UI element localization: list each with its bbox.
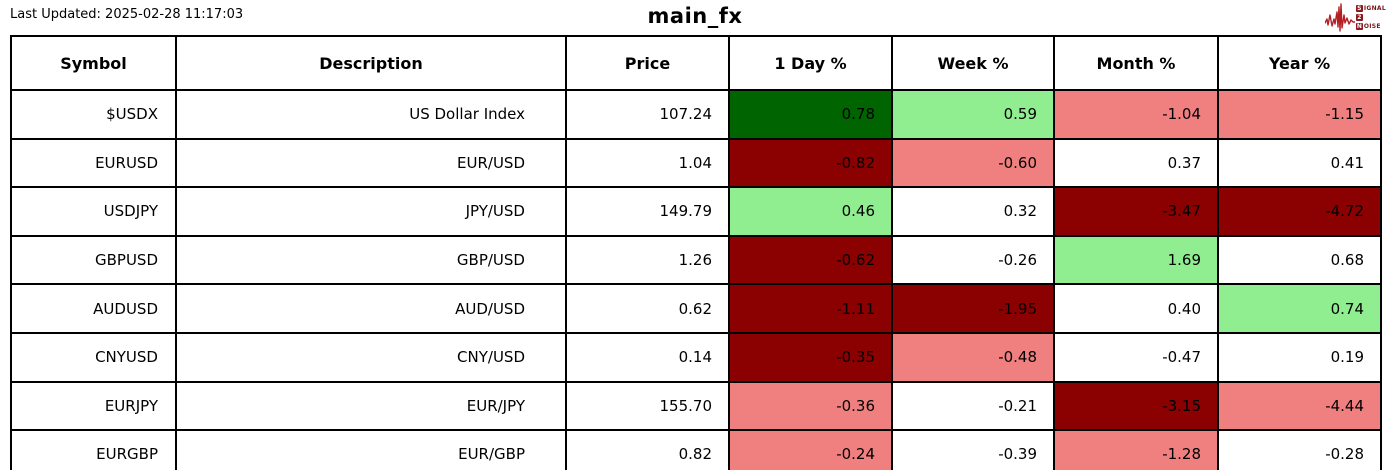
page-title: main_fx [647, 4, 743, 28]
signal-2-noise-logo: S IGNAL 2 N OISE [1324, 2, 1386, 33]
year-change-cell: -4.44 [1218, 381, 1381, 431]
price-cell: 155.70 [566, 381, 729, 431]
month-change-cell: 0.37 [1054, 138, 1218, 188]
column-header: Price [566, 36, 729, 90]
fx-table: Symbol Description Price 1 Day % Week % Month… [10, 35, 1382, 470]
symbol-cell: EURGBP [11, 430, 176, 470]
symbol-cell: EURJPY [11, 381, 176, 431]
table-header-row: Symbol Description Price 1 Day % Week % Month… [11, 36, 1381, 90]
day-change-cell: -0.35 [729, 332, 892, 382]
week-change-cell: 0.32 [892, 187, 1054, 236]
month-change-cell: -1.28 [1054, 430, 1218, 470]
column-header: Symbol [11, 36, 176, 90]
last-updated-label: Last Updated: 2025-02-28 11:17:03 [10, 7, 244, 22]
month-change-cell: -1.04 [1054, 90, 1218, 139]
week-change-cell: -0.39 [892, 430, 1054, 470]
table-row: EURJPY EUR/JPY 155.70 -0.36 -0.21 -3.15 -4.44 [11, 381, 1381, 431]
waveform-icon [1324, 3, 1355, 32]
table-row: $USDX US Dollar Index 107.24 0.78 0.59 -1.04-… [11, 90, 1381, 139]
price-cell: 0.14 [566, 332, 729, 382]
logo-letter-n: N [1355, 23, 1363, 30]
description-cell: EUR/USD [176, 138, 566, 188]
week-change-cell: -1.95 [892, 284, 1054, 333]
column-header: Month % [1054, 36, 1218, 90]
description-cell: GBP/USD [176, 235, 566, 285]
table-row: EURGBP EUR/GBP 0.82 -0.24 -0.39 -1.28 -0.28 [11, 430, 1381, 470]
table-row: AUDUSD AUD/USD 0.62 -1.11 -1.95 0.40 0.74 [11, 284, 1381, 333]
day-change-cell: -1.11 [729, 284, 892, 333]
symbol-cell: GBPUSD [11, 235, 176, 285]
description-cell: EUR/GBP [176, 430, 566, 470]
week-change-cell: -0.60 [892, 138, 1054, 188]
day-change-cell: -0.36 [729, 381, 892, 431]
month-change-cell: 1.69 [1054, 235, 1218, 285]
column-header: Week % [892, 36, 1054, 90]
logo-letter-2: 2 [1355, 14, 1363, 21]
logo-word-noise: OISE [1363, 23, 1381, 30]
day-change-cell: 0.78 [729, 90, 892, 139]
table-row: CNYUSD CNY/USD 0.14 -0.35 -0.48 -0.47 0.19 [11, 332, 1381, 382]
symbol-cell: EURUSD [11, 138, 176, 188]
logo-word-signal: IGNAL [1363, 5, 1386, 12]
month-change-cell: -3.15 [1054, 381, 1218, 431]
day-change-cell: -0.62 [729, 235, 892, 285]
year-change-cell: 0.74 [1218, 284, 1381, 333]
day-change-cell: 0.46 [729, 187, 892, 236]
price-cell: 1.04 [566, 138, 729, 188]
month-change-cell: 0.40 [1054, 284, 1218, 333]
price-cell: 107.24 [566, 90, 729, 139]
week-change-cell: -0.21 [892, 381, 1054, 431]
year-change-cell: 0.19 [1218, 332, 1381, 382]
week-change-cell: 0.59 [892, 90, 1054, 139]
table-row: USDJPY JPY/USD 149.79 0.46 0.32 -3.47 -4.72 [11, 187, 1381, 236]
symbol-cell: $USDX [11, 90, 176, 139]
price-cell: 0.62 [566, 284, 729, 333]
description-cell: AUD/USD [176, 284, 566, 333]
column-header: Description [176, 36, 566, 90]
description-cell: JPY/USD [176, 187, 566, 236]
symbol-cell: CNYUSD [11, 332, 176, 382]
month-change-cell: -3.47 [1054, 187, 1218, 236]
symbol-cell: USDJPY [11, 187, 176, 236]
price-cell: 1.26 [566, 235, 729, 285]
day-change-cell: -0.24 [729, 430, 892, 470]
description-cell: US Dollar Index [176, 90, 566, 139]
fx-table-body: $USDX US Dollar Index 107.24 0.78 0.59 -1.04-… [11, 90, 1381, 470]
year-change-cell: -1.15 [1218, 90, 1381, 139]
column-header: 1 Day % [729, 36, 892, 90]
logo-letter-s: S [1355, 5, 1363, 12]
description-cell: EUR/JPY [176, 381, 566, 431]
month-change-cell: -0.47 [1054, 332, 1218, 382]
description-cell: CNY/USD [176, 332, 566, 382]
table-row: EURUSD EUR/USD 1.04 -0.82 -0.60 0.37 0.41 [11, 138, 1381, 188]
week-change-cell: -0.26 [892, 235, 1054, 285]
year-change-cell: -4.72 [1218, 187, 1381, 236]
logo-text: S IGNAL 2 N OISE [1355, 4, 1386, 31]
column-header: Year % [1218, 36, 1381, 90]
year-change-cell: 0.68 [1218, 235, 1381, 285]
price-cell: 0.82 [566, 430, 729, 470]
symbol-cell: AUDUSD [11, 284, 176, 333]
price-cell: 149.79 [566, 187, 729, 236]
year-change-cell: -0.28 [1218, 430, 1381, 470]
week-change-cell: -0.48 [892, 332, 1054, 382]
day-change-cell: -0.82 [729, 138, 892, 188]
year-change-cell: 0.41 [1218, 138, 1381, 188]
table-row: GBPUSD GBP/USD 1.26 -0.62 -0.26 1.69 0.68 [11, 235, 1381, 285]
